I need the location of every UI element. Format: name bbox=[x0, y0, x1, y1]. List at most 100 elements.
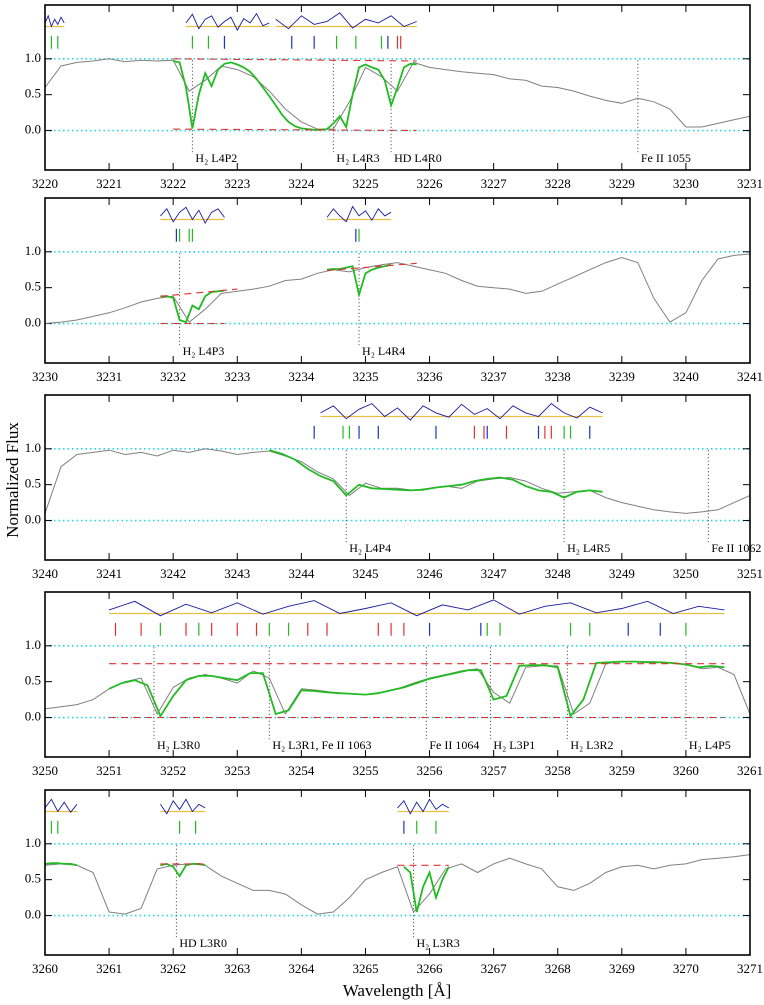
x-tick-label: 3260 bbox=[32, 961, 58, 976]
fit bbox=[403, 866, 450, 913]
x-tick-label: 3261 bbox=[737, 763, 763, 778]
x-tick-label: 3259 bbox=[609, 763, 635, 778]
x-tick-label: 3243 bbox=[224, 566, 250, 581]
y-tick-label: 0.0 bbox=[25, 907, 41, 922]
x-tick-label: 3221 bbox=[96, 176, 122, 191]
x-tick-label: 3249 bbox=[609, 566, 635, 581]
y-axis-label: Normalized Flux bbox=[3, 422, 22, 538]
y-tick-label: 1.0 bbox=[25, 835, 41, 850]
x-tick-label: 3269 bbox=[609, 961, 635, 976]
residual bbox=[397, 798, 450, 815]
residual bbox=[275, 12, 417, 30]
residual bbox=[185, 12, 270, 32]
y-tick-label: 1.0 bbox=[25, 440, 41, 455]
x-tick-label: 3220 bbox=[32, 176, 58, 191]
x-tick-label: 3250 bbox=[673, 566, 699, 581]
line-label: HD L4R0 bbox=[394, 151, 442, 165]
line-label: H₂ L3R3 bbox=[417, 936, 460, 950]
fit bbox=[173, 60, 417, 131]
x-tick-label: 3225 bbox=[352, 176, 378, 191]
x-tick-label: 3239 bbox=[609, 369, 635, 384]
x-tick-label: 3240 bbox=[673, 369, 699, 384]
x-tick-label: 3228 bbox=[545, 176, 571, 191]
line-label: H₂ L3R2 bbox=[570, 738, 613, 752]
x-tick-label: 3240 bbox=[32, 566, 58, 581]
residual bbox=[44, 798, 78, 813]
line-label: Fe II 1055 bbox=[641, 151, 691, 165]
y-tick-label: 0.5 bbox=[25, 673, 41, 688]
x-tick-label: 3266 bbox=[417, 961, 444, 976]
line-label: H₂ L4R3 bbox=[336, 151, 379, 165]
y-tick-label: 0.5 bbox=[25, 476, 41, 491]
y-tick-label: 0.0 bbox=[25, 315, 41, 330]
panel-frame bbox=[44, 591, 751, 758]
x-tick-label: 3270 bbox=[673, 961, 699, 976]
residual bbox=[326, 205, 392, 223]
residual bbox=[44, 14, 65, 28]
line-label: H₂ L3P1 bbox=[493, 738, 535, 752]
x-tick-label: 3237 bbox=[481, 369, 508, 384]
panel-frame bbox=[44, 4, 751, 171]
x-tick-label: 3268 bbox=[545, 961, 571, 976]
x-tick-label: 3229 bbox=[609, 176, 635, 191]
line-label: H₂ L3R1, Fe II 1063 bbox=[272, 738, 371, 752]
x-tick-label: 3252 bbox=[160, 763, 186, 778]
line-label: H₂ L3R0 bbox=[157, 738, 200, 752]
y-tick-label: 1.0 bbox=[25, 637, 41, 652]
x-tick-label: 3256 bbox=[417, 763, 444, 778]
y-tick-label: 0.0 bbox=[25, 122, 41, 137]
x-tick-label: 3232 bbox=[160, 369, 186, 384]
x-tick-label: 3247 bbox=[481, 566, 508, 581]
x-tick-label: 3264 bbox=[288, 961, 315, 976]
model-level bbox=[326, 262, 417, 272]
panel-frame bbox=[44, 197, 751, 364]
x-tick-label: 3260 bbox=[673, 763, 699, 778]
y-tick-label: 1.0 bbox=[25, 50, 41, 65]
residual bbox=[160, 206, 225, 225]
fit bbox=[44, 862, 78, 867]
x-axis-label: Wavelength [Å] bbox=[343, 981, 452, 1000]
model-level bbox=[160, 288, 238, 297]
x-tick-label: 3222 bbox=[160, 176, 186, 191]
x-tick-label: 3230 bbox=[673, 176, 699, 191]
fit bbox=[160, 862, 206, 878]
line-label: Fe II 1062 bbox=[711, 541, 761, 555]
fit bbox=[160, 289, 225, 324]
x-tick-label: 3244 bbox=[288, 566, 315, 581]
y-tick-label: 0.5 bbox=[25, 279, 41, 294]
x-tick-label: 3236 bbox=[417, 369, 444, 384]
x-tick-label: 3231 bbox=[737, 176, 763, 191]
x-tick-label: 3238 bbox=[545, 369, 571, 384]
line-label: H₂ L4P2 bbox=[195, 151, 237, 165]
x-tick-label: 3226 bbox=[417, 176, 444, 191]
line-label: HD L3R0 bbox=[179, 936, 227, 950]
x-tick-label: 3233 bbox=[224, 369, 250, 384]
x-tick-label: 3231 bbox=[96, 369, 122, 384]
fit bbox=[326, 263, 392, 299]
model-level bbox=[173, 58, 417, 62]
spectrum bbox=[44, 661, 751, 716]
x-tick-label: 3241 bbox=[737, 369, 763, 384]
x-tick-label: 3261 bbox=[96, 961, 122, 976]
y-tick-label: 0.5 bbox=[25, 871, 41, 886]
x-tick-label: 3258 bbox=[545, 763, 571, 778]
x-tick-label: 3253 bbox=[224, 763, 250, 778]
line-label: H₂ L4R5 bbox=[567, 541, 610, 555]
x-tick-label: 3248 bbox=[545, 566, 571, 581]
spectrum bbox=[44, 58, 751, 130]
x-tick-label: 3254 bbox=[288, 763, 315, 778]
line-label: H₂ L4R4 bbox=[362, 344, 405, 358]
x-tick-label: 3242 bbox=[160, 566, 186, 581]
x-tick-label: 3250 bbox=[32, 763, 58, 778]
panel-frame bbox=[44, 789, 751, 956]
x-tick-label: 3230 bbox=[32, 369, 58, 384]
residual bbox=[160, 798, 206, 815]
x-tick-label: 3246 bbox=[417, 566, 444, 581]
fit bbox=[108, 660, 725, 719]
line-label: H₂ L4P5 bbox=[689, 738, 731, 752]
x-tick-label: 3255 bbox=[352, 763, 378, 778]
line-label: H₂ L4P4 bbox=[349, 541, 391, 555]
y-tick-label: 1.0 bbox=[25, 243, 41, 258]
panel-frame bbox=[44, 394, 751, 561]
